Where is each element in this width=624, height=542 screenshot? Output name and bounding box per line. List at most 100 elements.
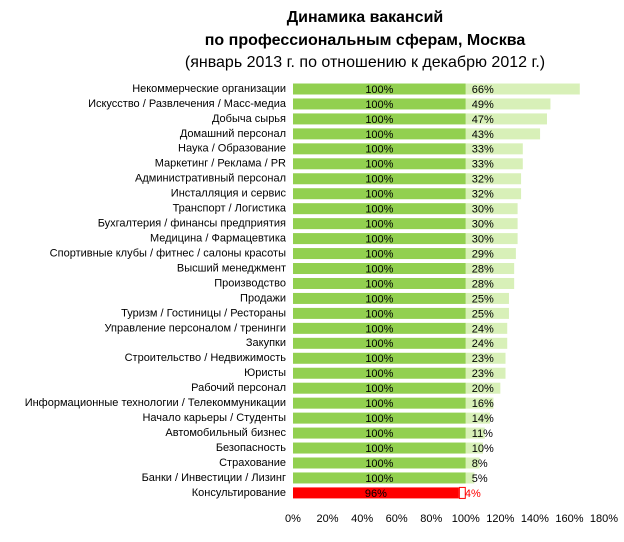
value-label: 96% (365, 488, 387, 500)
value-label: 10% (472, 443, 494, 455)
y-tick-label: Административный персонал (135, 173, 286, 185)
bar-segment (293, 218, 466, 230)
bar-segment (293, 83, 466, 95)
bar-segment (293, 113, 466, 125)
value-label: 100% (365, 308, 393, 320)
y-tick-label: Инсталляция и сервис (171, 188, 287, 200)
value-label: 100% (365, 473, 393, 485)
bar-segment (293, 277, 466, 289)
y-tick-label: Безопасность (216, 442, 286, 454)
value-label: 30% (472, 219, 494, 231)
x-tick-label: 60% (386, 513, 408, 525)
y-tick-label: Консультирование (192, 487, 286, 499)
x-tick-label: 140% (521, 513, 549, 525)
bar-segment (465, 113, 547, 125)
bar-segment (293, 337, 466, 349)
bar-segment (465, 352, 506, 364)
value-label: 28% (472, 263, 494, 275)
value-label: 100% (365, 413, 393, 425)
value-label: 24% (472, 323, 494, 335)
bar-segment (465, 427, 485, 439)
value-label: 28% (472, 278, 494, 290)
bar-segment (293, 382, 466, 394)
value-label: 30% (472, 234, 494, 246)
x-tick-label: 160% (555, 513, 583, 525)
bar-segment (458, 486, 466, 499)
x-tick-label: 40% (351, 513, 373, 525)
bar-segment (465, 472, 475, 484)
bar-segment (465, 83, 580, 95)
y-tick-label: Закупки (246, 337, 286, 349)
y-tick-label: Медицина / Фармацевтика (150, 233, 287, 245)
bar-segment (465, 382, 501, 394)
value-label: 30% (472, 204, 494, 216)
x-tick-label: 120% (486, 513, 514, 525)
value-label: 100% (365, 323, 393, 335)
value-label: 100% (365, 443, 393, 455)
y-tick-label: Информационные технологии / Телекоммуник… (25, 397, 286, 409)
bar-segment (293, 173, 466, 185)
y-tick-label: Некоммерческие организации (132, 83, 286, 95)
value-label: 100% (365, 174, 393, 186)
value-label: 33% (472, 159, 494, 171)
value-label: 49% (472, 99, 494, 111)
y-tick-label: Домашний персонал (180, 128, 286, 140)
y-tick-label: Юристы (244, 367, 286, 379)
value-label: 100% (365, 144, 393, 156)
y-tick-label: Автомобильный бизнес (165, 427, 286, 439)
value-label: 47% (472, 114, 494, 126)
value-label: 25% (472, 308, 494, 320)
bar-segment (293, 427, 466, 439)
bar-segment (465, 158, 523, 170)
value-label: 33% (472, 144, 494, 156)
value-label: 66% (472, 84, 494, 96)
bar-segment (465, 292, 509, 304)
bar-segment (293, 442, 466, 454)
bar-segment (293, 128, 466, 140)
bar-segment (293, 487, 459, 499)
bar-segment (293, 143, 466, 155)
value-label: 14% (472, 413, 494, 425)
y-tick-label: Туризм / Гостиницы / Рестораны (121, 307, 286, 319)
value-label: 100% (365, 368, 393, 380)
bar-segment (465, 128, 541, 140)
value-label: 11% (472, 428, 493, 440)
value-label: 100% (365, 398, 393, 410)
bar-segment (293, 397, 466, 409)
value-label: 100% (365, 458, 393, 470)
value-label: 100% (365, 159, 393, 171)
bar-segment (465, 233, 518, 245)
x-tick-label: 20% (317, 513, 339, 525)
bar-segment (465, 188, 522, 200)
value-label: 43% (472, 129, 494, 141)
bar-segment (465, 173, 522, 185)
y-tick-label: Наука / Образование (178, 143, 286, 155)
bar-segment (465, 397, 494, 409)
value-label: 8% (472, 458, 488, 470)
bar-segment (293, 292, 466, 304)
value-label: 100% (365, 263, 393, 275)
bar-segment (293, 203, 466, 215)
bar-segment (465, 442, 484, 454)
x-tick-label: 100% (452, 513, 480, 525)
bar-segment (293, 188, 466, 200)
bar-segment (465, 263, 515, 275)
value-label: 32% (472, 189, 494, 201)
value-label: 25% (472, 293, 494, 305)
y-tick-label: Маркетинг / Реклама / PR (155, 158, 286, 170)
value-label: 100% (365, 234, 393, 246)
value-label: 100% (365, 383, 393, 395)
bar-segment (293, 158, 466, 170)
bar-segment (293, 367, 466, 379)
y-tick-label: Продажи (240, 292, 286, 304)
value-label: 4% (465, 488, 481, 500)
bar-segment (293, 98, 466, 110)
y-tick-label: Страхование (219, 457, 286, 469)
x-tick-label: 80% (420, 513, 442, 525)
value-label: 5% (472, 473, 488, 485)
value-label: 100% (365, 219, 393, 231)
bar-segment (293, 248, 466, 260)
bar-segment (465, 412, 490, 424)
